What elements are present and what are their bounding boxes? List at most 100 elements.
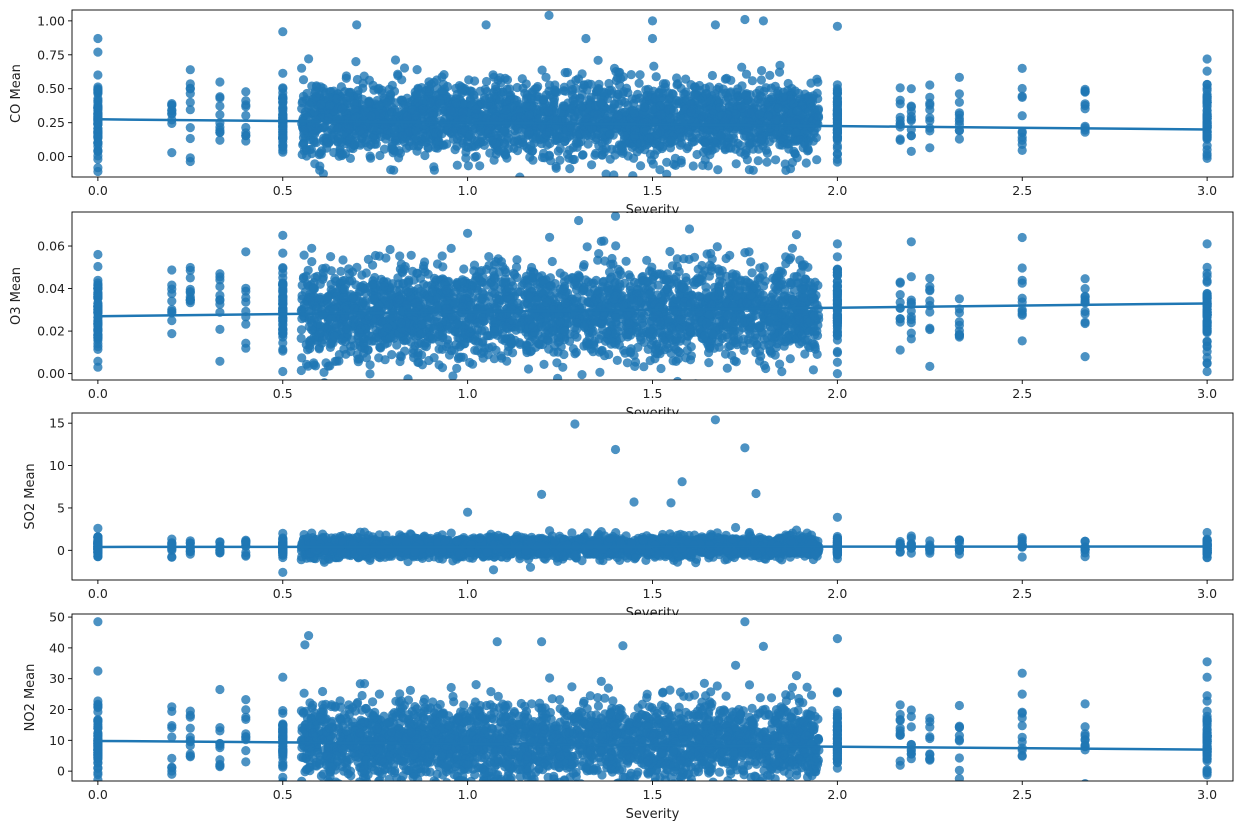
scatter-point [555,144,565,154]
scatter-point [298,140,308,150]
scatter-point [650,93,661,103]
scatter-point [731,109,741,119]
scatter-point [387,115,397,125]
scatter-point [749,128,759,138]
scatter-point [215,93,225,103]
scatter-point [93,47,103,57]
scatter-point [93,166,103,177]
scatter-point [684,128,694,138]
scatter-point [771,155,781,165]
scatter-point [185,133,195,144]
scatter-point [541,72,551,82]
overlap-mask [73,414,1232,420]
scatter-point [491,345,501,355]
scatter-point [531,83,542,93]
scatter-point [311,118,321,128]
scatter-point [457,135,467,145]
scatter-point [647,104,658,114]
scatter-point [167,99,177,109]
scatter-point [786,280,796,290]
scatter-point [502,153,512,163]
scatter-point [560,86,571,96]
scatter-point [348,293,358,303]
scatter-point [663,343,673,353]
scatter-point [551,132,562,142]
scatter-point [774,103,784,113]
scatter-point [578,83,588,93]
scatter-point [576,101,586,111]
scatter-point [633,342,643,352]
scatter-point [402,93,412,103]
scatter-point [611,241,621,251]
scatter-point [954,110,965,120]
scatter-point [797,284,808,294]
scatter-point [565,108,575,118]
scatter-point [672,80,682,90]
scatter-point [669,106,679,116]
scatter-point [767,92,777,102]
scatter-point [540,329,550,339]
scatter-point [700,83,711,93]
scatter-point [722,73,732,83]
scatter-point [906,101,916,111]
scatter-point [731,338,741,348]
scatter-point [302,151,312,161]
scatter-point [278,68,288,78]
scatter-point [413,141,423,151]
scatter-point [551,86,561,96]
scatter-point [686,107,696,117]
scatter-point [793,106,803,116]
scatter-point [442,139,452,149]
scatter-point [644,133,655,143]
scatter-point [770,114,780,125]
scatter-point [629,153,639,163]
scatter-point [549,97,559,107]
scatter-point [278,147,288,157]
scatter-point [338,255,348,265]
scatter-point [278,140,288,151]
scatter-point [713,165,723,175]
scatter-point [626,70,636,80]
scatter-point [573,109,583,119]
scatter-point [93,33,103,44]
scatter-point [241,87,251,97]
scatter-point [685,100,695,110]
scatter-point [662,157,672,167]
scatter-point [432,75,442,85]
scatter-point [475,161,485,171]
scatter-point [437,363,448,373]
scatter-point [587,124,597,134]
scatter-point [667,89,677,99]
scatter-point [185,97,195,107]
scatter-point [502,356,512,366]
scatter-point [550,107,560,117]
scatter-point [662,169,672,177]
scatter-point [832,128,843,138]
scatter-point [302,88,312,99]
scatter-point [740,14,750,25]
scatter-point [647,16,658,26]
scatter-point [400,346,410,356]
scatter-point [746,257,756,267]
scatter-point [551,163,561,173]
scatter-point [725,88,735,98]
subplot-1: 0.0 0.5 1.0 1.5 2.0 2.5 3.00.000.250.500.751.0… [9,9,1234,198]
scatter-point [537,65,547,75]
scatter-point [715,276,725,286]
x-tick-label: 1.5 [643,183,663,198]
scatter-point [620,97,630,107]
scatter-point [577,370,587,380]
scatter-point [781,259,791,269]
scatter-point [925,80,935,90]
scatter-point [420,257,430,267]
scatter-point [765,70,775,80]
scatter-point [303,265,313,275]
x-tick-label: 2.5 [1012,183,1032,198]
scatter-point [605,129,615,139]
scatter-point [906,146,916,156]
scatter-point [665,113,676,123]
scatter-point [803,146,813,156]
x-tick-label: 2.0 [827,183,847,198]
scatter-point [895,83,905,93]
scatter-point [481,76,492,87]
